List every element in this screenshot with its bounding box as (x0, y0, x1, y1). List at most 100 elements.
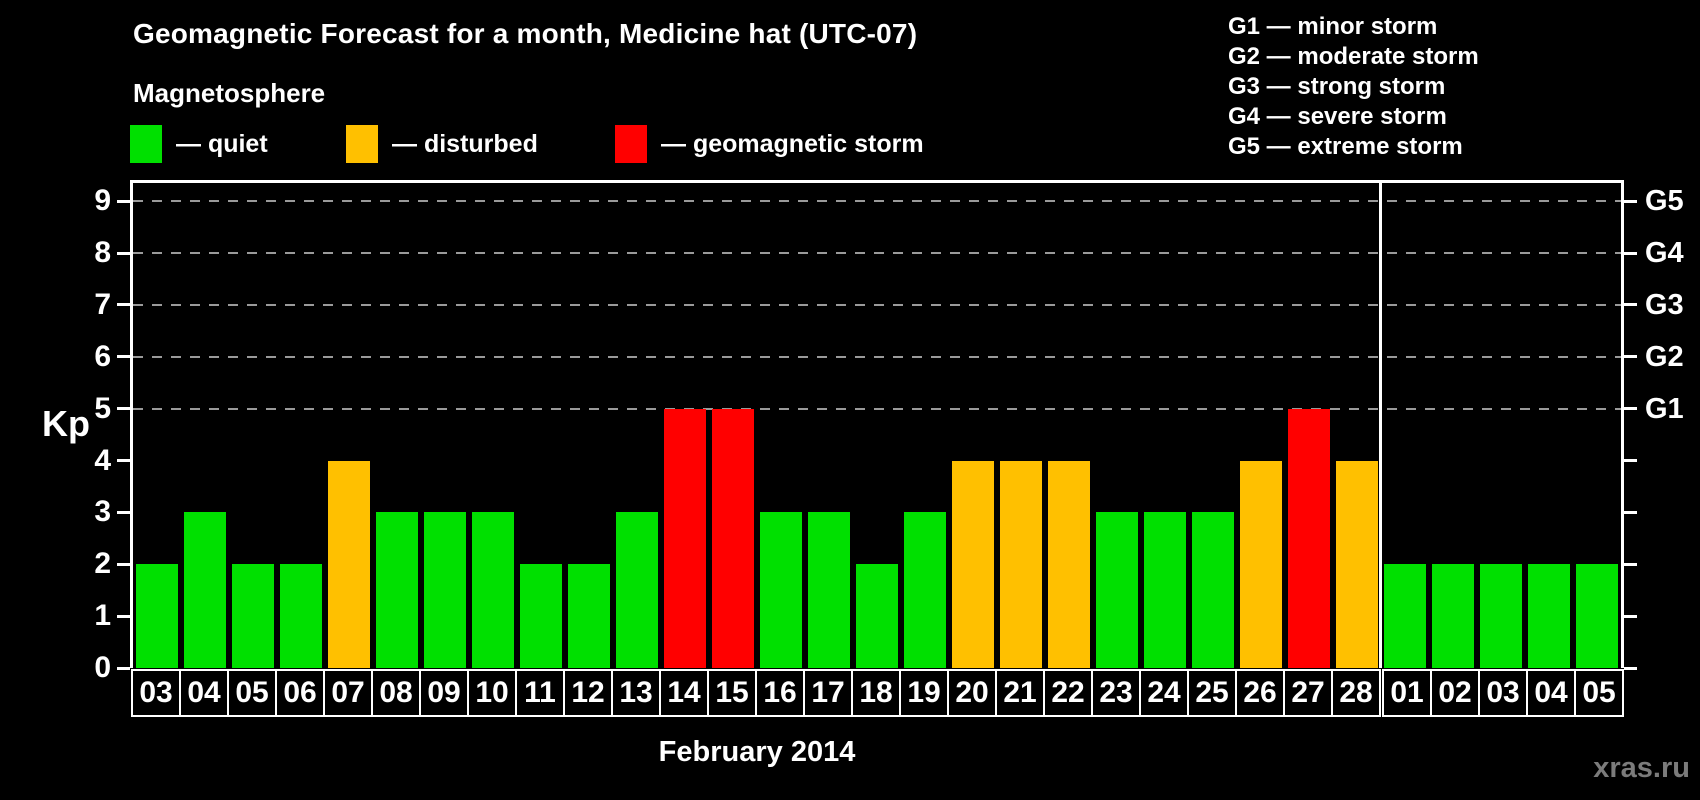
y-tick-right-2 (1624, 562, 1637, 566)
y-tick-right-6 (1624, 355, 1637, 359)
y-axis-title: Kp (42, 403, 90, 444)
right-axis-label-g2: G2 (1645, 340, 1684, 373)
bar-day-22-feb (1048, 460, 1090, 668)
day-cell-17-feb: 17 (803, 669, 853, 717)
y-tick-label-8: 8 (94, 236, 111, 270)
y-tick-right-7 (1624, 303, 1637, 307)
bar-day-26-feb (1240, 460, 1282, 668)
quiet-color-swatch (130, 125, 162, 163)
day-cell-12-feb: 12 (563, 669, 613, 717)
bar-day-19-feb (904, 512, 946, 668)
day-cell-11-feb: 11 (515, 669, 565, 717)
right-axis-label-g1: G1 (1645, 392, 1684, 425)
y-tick-left-9 (117, 199, 130, 203)
bar-day-03-mar (1480, 564, 1522, 668)
day-cell-05-feb: 05 (227, 669, 277, 717)
gridline-kp8 (133, 252, 1621, 255)
legend-item-disturbed: — disturbed (346, 124, 538, 164)
gridline-kp7 (133, 303, 1621, 306)
day-cell-20-feb: 20 (947, 669, 997, 717)
day-cell-27-feb: 27 (1283, 669, 1333, 717)
gridline-kp6 (133, 355, 1621, 358)
y-tick-label-1: 1 (94, 599, 111, 633)
bar-day-27-feb (1288, 408, 1330, 668)
y-tick-label-5: 5 (94, 391, 111, 425)
bar-day-20-feb (952, 460, 994, 668)
bar-day-11-feb (520, 564, 562, 668)
y-tick-label-4: 4 (94, 443, 111, 477)
day-cell-01-mar: 01 (1382, 669, 1432, 717)
y-tick-left-3 (117, 510, 130, 514)
bar-day-09-feb (424, 512, 466, 668)
y-tick-right-3 (1624, 510, 1637, 514)
day-cell-23-feb: 23 (1091, 669, 1141, 717)
bar-day-25-feb (1192, 512, 1234, 668)
day-cell-21-feb: 21 (995, 669, 1045, 717)
storm-label: — geomagnetic storm (661, 129, 924, 158)
g5-legend-line: G5 — extreme storm (1228, 133, 1463, 160)
bar-day-04-feb (184, 512, 226, 668)
day-cell-10-feb: 10 (467, 669, 517, 717)
day-cell-14-feb: 14 (659, 669, 709, 717)
day-cell-19-feb: 19 (899, 669, 949, 717)
y-tick-label-7: 7 (94, 287, 111, 321)
y-tick-right-4 (1624, 459, 1637, 463)
bar-day-04-mar (1528, 564, 1570, 668)
y-tick-right-8 (1624, 251, 1637, 255)
day-cell-04-mar: 04 (1526, 669, 1576, 717)
day-cell-22-feb: 22 (1043, 669, 1093, 717)
y-tick-label-3: 3 (94, 495, 111, 529)
day-cell-24-feb: 24 (1139, 669, 1189, 717)
g3-legend-line: G3 — strong storm (1228, 73, 1446, 100)
legend-item-storm: — geomagnetic storm (615, 124, 924, 164)
y-tick-left-2 (117, 562, 130, 566)
g4-legend-line: G4 — severe storm (1228, 103, 1447, 130)
y-tick-left-6 (117, 355, 130, 359)
disturbed-label: — disturbed (392, 129, 538, 158)
x-axis-title: February 2014 (658, 736, 856, 768)
bar-day-16-feb (760, 512, 802, 668)
x-axis-day-row: 03 04 05 06 07 08 09 10 11 12 13 14 15 16 17 18 19 20 21 22… (131, 669, 1624, 717)
y-tick-label-6: 6 (94, 339, 111, 373)
bar-day-17-feb (808, 512, 850, 668)
bar-day-06-feb (280, 564, 322, 668)
day-cell-26-feb: 26 (1235, 669, 1285, 717)
quiet-label: — quiet (176, 129, 268, 158)
bar-day-07-feb (328, 460, 370, 668)
day-cell-04-feb: 04 (179, 669, 229, 717)
day-cell-08-feb: 08 (371, 669, 421, 717)
day-cell-02-mar: 02 (1430, 669, 1480, 717)
gridline-kp5 (133, 407, 1621, 410)
gridline-kp9 (133, 200, 1621, 203)
y-tick-label-0: 0 (94, 651, 111, 684)
chart-title: Geomagnetic Forecast for a month, Medici… (133, 18, 918, 49)
g1-legend-line: G1 — minor storm (1228, 13, 1438, 40)
day-cell-03-feb: 03 (131, 669, 181, 717)
bar-day-23-feb (1096, 512, 1138, 668)
bar-day-12-feb (568, 564, 610, 668)
bar-day-13-feb (616, 512, 658, 668)
day-cell-25-feb: 25 (1187, 669, 1237, 717)
watermark: xras.ru (1593, 752, 1690, 784)
bar-day-15-feb (712, 408, 754, 668)
bar-day-21-feb (1000, 460, 1042, 668)
day-cell-15-feb: 15 (707, 669, 757, 717)
y-tick-left-1 (117, 614, 130, 618)
day-cell-16-feb: 16 (755, 669, 805, 717)
day-cell-13-feb: 13 (611, 669, 661, 717)
day-cell-18-feb: 18 (851, 669, 901, 717)
y-tick-right-1 (1624, 614, 1637, 618)
y-tick-left-4 (117, 459, 130, 463)
bar-day-03-feb (136, 564, 178, 668)
magnetosphere-legend-heading: Magnetosphere (133, 78, 326, 108)
g2-legend-line: G2 — moderate storm (1228, 43, 1479, 70)
storm-color-swatch (615, 125, 647, 163)
day-cell-09-feb: 09 (419, 669, 469, 717)
disturbed-color-swatch (346, 125, 378, 163)
bar-day-28-feb (1336, 460, 1378, 668)
y-tick-label-2: 2 (94, 547, 111, 581)
bar-day-24-feb (1144, 512, 1186, 668)
day-cell-06-feb: 06 (275, 669, 325, 717)
bar-day-05-feb (232, 564, 274, 668)
